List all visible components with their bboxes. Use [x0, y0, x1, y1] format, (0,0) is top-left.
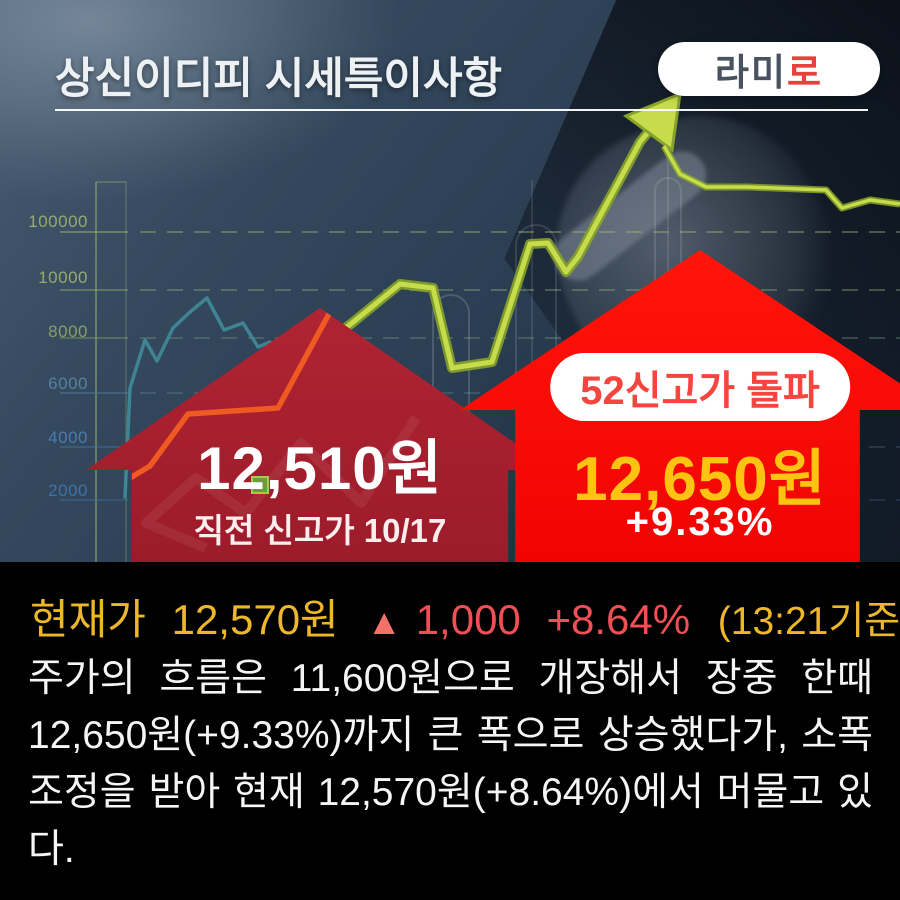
price-description: 주가의 흐름은 11,600원으로 개장해서 장중 한때 12,650원(+9.…	[28, 657, 873, 871]
summary-panel: 현재가 12,570원 ▲ 1,000 +8.64% (13:21기준) 주가의…	[0, 562, 900, 900]
change-percent: +8.64%	[546, 596, 691, 643]
teal-line-series	[123, 296, 294, 499]
y-axis-label-2000: 2000	[48, 481, 88, 500]
brand-logo-text-red: 로	[787, 52, 824, 93]
current-price-label: 현재가	[30, 596, 146, 643]
previous-high-price: 12,510원	[197, 434, 443, 502]
up-triangle-icon: ▲	[366, 601, 403, 642]
up-arrow-icon	[622, 91, 682, 153]
y-axis-label-100000: 100000	[28, 212, 88, 231]
y-axis-label-10000: 10000	[38, 268, 88, 287]
y-axis-label-4000: 4000	[48, 428, 88, 447]
page-title: 상신이디피 시세특이사항	[55, 55, 503, 103]
new-high-change-pct: +9.33%	[625, 499, 775, 544]
current-price-line: 현재가 12,570원 ▲ 1,000 +8.64% (13:21기준)	[30, 586, 900, 647]
brand-logo: 라미 로	[658, 42, 880, 96]
header-separator	[55, 109, 868, 111]
new-high-badge: 52신고가 돌파	[550, 352, 850, 421]
current-price-value: 12,570원	[171, 596, 339, 643]
green-line-series	[315, 117, 661, 371]
brand-logo-text-dark: 라미	[714, 52, 788, 93]
new-high-price: 12,650원	[573, 444, 827, 514]
quote-time: (13:21기준)	[717, 600, 900, 643]
previous-high-caption: 직전 신고가 10/17	[193, 511, 447, 549]
photo-background: 100000 10000 8000 6000 4000 2000 12,510원…	[0, 0, 900, 562]
change-amount: 1,000	[415, 596, 521, 643]
new-high-badge-label: 52신고가 돌파	[580, 368, 820, 413]
y-axis-label-8000: 8000	[48, 322, 88, 341]
y-axis-label-6000: 6000	[48, 374, 88, 393]
